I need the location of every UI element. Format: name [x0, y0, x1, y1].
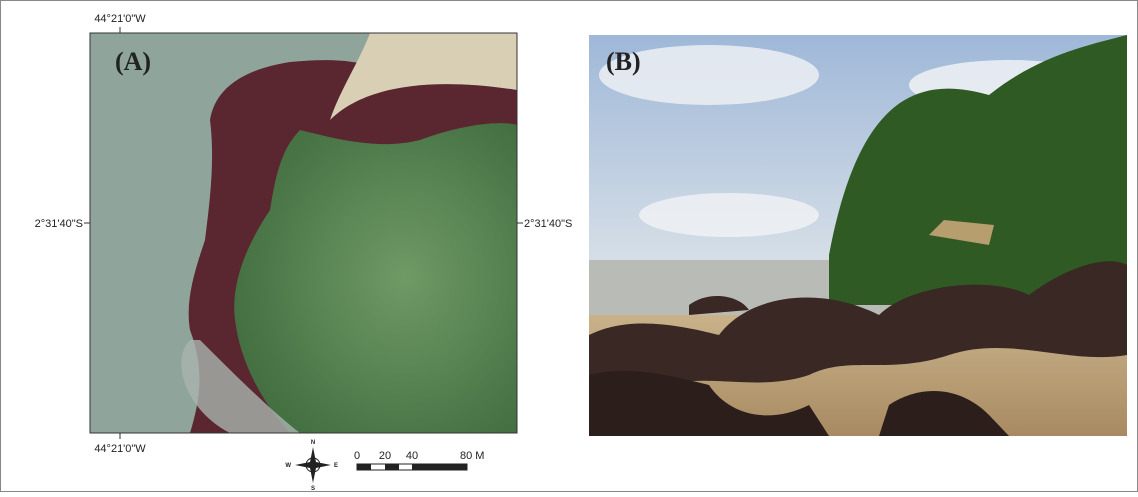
compass-e: E: [334, 463, 338, 469]
coord-right: 2°31'40"S: [524, 218, 572, 230]
panel-b: (B): [589, 35, 1127, 436]
coord-top: 44°21'0"W: [94, 13, 146, 25]
scale-label: 20: [379, 450, 391, 462]
scale-label: 0: [354, 450, 360, 462]
panel-label: (A): [115, 47, 151, 76]
panel-a: 44°21'0"W 44°21'0"W 2°31'40"S 2°31'40"S …: [35, 13, 573, 455]
compass-s: S: [311, 486, 315, 492]
scale-label: 80 M: [460, 450, 484, 462]
compass: N S W E: [285, 440, 338, 492]
coord-left: 2°31'40"S: [35, 218, 83, 230]
compass-n: N: [311, 440, 315, 446]
scale-label: 40: [406, 450, 418, 462]
panel-label: (B): [606, 47, 641, 76]
coord-bottom: 44°21'0"W: [94, 443, 146, 455]
figure: 44°21'0"W 44°21'0"W 2°31'40"S 2°31'40"S …: [0, 0, 1138, 492]
scale-bar: 0 20 40 80 M: [354, 450, 485, 470]
compass-w: W: [285, 463, 291, 469]
